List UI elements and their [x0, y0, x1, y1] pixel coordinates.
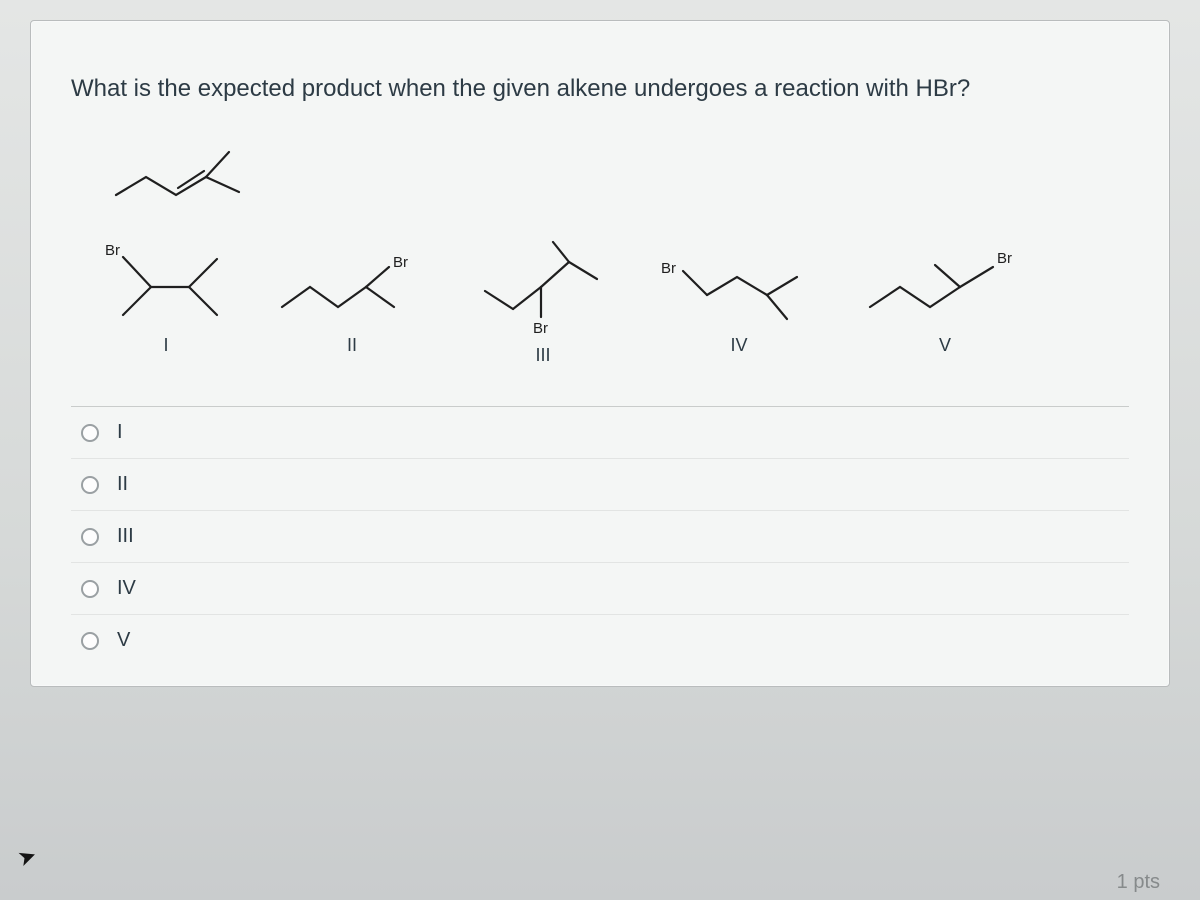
product-V: Br V [865, 237, 1025, 366]
reactant-structure [111, 137, 1129, 227]
option-IV[interactable]: IV [71, 563, 1129, 615]
atom-label: Br [105, 242, 120, 259]
reactant-svg [111, 137, 271, 217]
radio-I[interactable] [81, 424, 99, 442]
option-V[interactable]: V [71, 615, 1129, 666]
atom-label: Br [661, 260, 676, 277]
radio-IV[interactable] [81, 580, 99, 598]
option-III[interactable]: III [71, 511, 1129, 563]
radio-V[interactable] [81, 632, 99, 650]
answer-options: I II III IV V [71, 406, 1129, 666]
points-badge: 1 pts [1117, 871, 1160, 894]
option-label: V [117, 629, 130, 652]
product-label: V [939, 335, 951, 356]
radio-II[interactable] [81, 476, 99, 494]
product-IV: Br IV [659, 237, 819, 366]
cursor-icon: ➤ [14, 842, 40, 873]
radio-III[interactable] [81, 528, 99, 546]
product-label: IV [730, 335, 747, 356]
atom-label: Br [393, 254, 408, 271]
option-I[interactable]: I [71, 407, 1129, 459]
option-II[interactable]: II [71, 459, 1129, 511]
products-row: Br I Br II [71, 237, 1129, 366]
question-card: What is the expected product when the gi… [30, 20, 1170, 687]
product-I: Br I [101, 237, 231, 366]
question-text: What is the expected product when the gi… [71, 73, 1129, 105]
option-label: II [117, 473, 128, 496]
product-label: I [163, 335, 168, 356]
atom-label: Br [533, 320, 548, 337]
product-label: II [347, 335, 357, 356]
option-label: III [117, 525, 134, 548]
product-II: Br II [277, 237, 427, 366]
product-III: Br III [473, 237, 613, 366]
viewport: What is the expected product when the gi… [0, 0, 1200, 900]
option-label: I [117, 421, 123, 444]
option-label: IV [117, 577, 136, 600]
atom-label: Br [997, 250, 1012, 267]
product-label: III [535, 345, 550, 366]
